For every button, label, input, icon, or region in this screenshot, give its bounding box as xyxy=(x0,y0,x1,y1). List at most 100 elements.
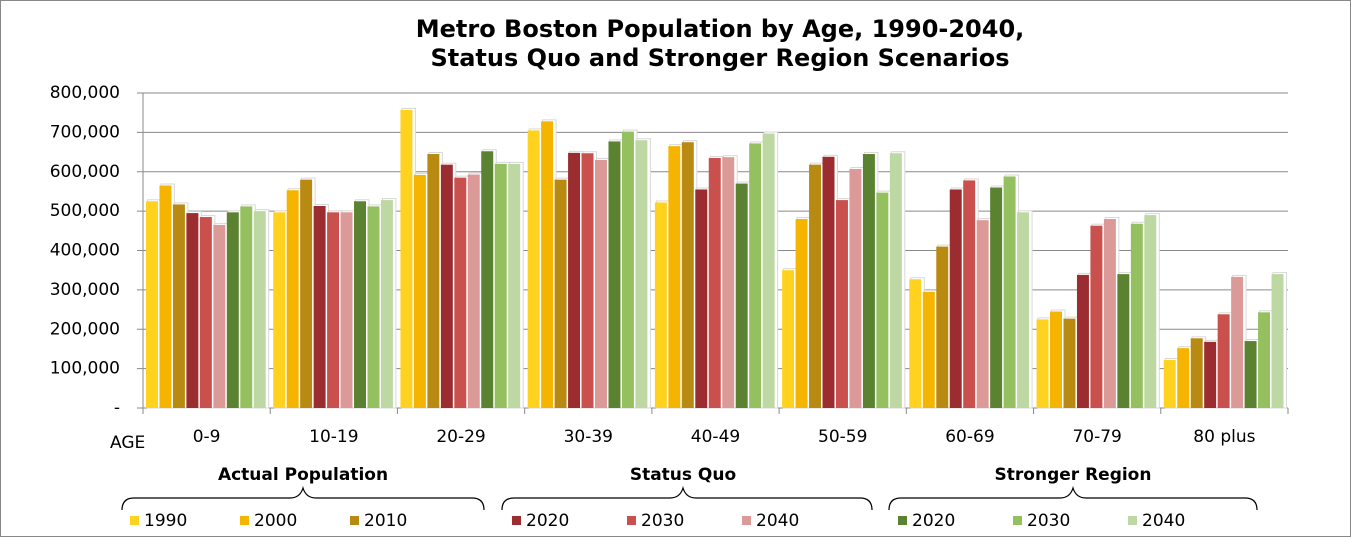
bar xyxy=(1163,359,1176,408)
bar xyxy=(541,121,554,408)
y-tick-label: 400,000 xyxy=(50,241,120,261)
bar xyxy=(722,157,735,408)
bar xyxy=(186,213,199,408)
bar xyxy=(1190,338,1203,408)
bar xyxy=(440,164,453,408)
legend-swatch xyxy=(240,516,249,525)
bar xyxy=(226,212,239,408)
legend-label: 1990 xyxy=(144,511,187,531)
legend-swatch xyxy=(742,516,751,525)
bar xyxy=(159,185,172,408)
chart-title: Status Quo and Stronger Region Scenarios xyxy=(430,44,1009,72)
bar xyxy=(1063,318,1076,408)
y-tick-label: 700,000 xyxy=(50,122,120,142)
bar xyxy=(354,201,367,408)
legend-braces xyxy=(121,485,1258,511)
bar xyxy=(1017,212,1030,408)
bar xyxy=(1204,341,1217,408)
legend-label: 2000 xyxy=(254,511,297,531)
bar xyxy=(400,109,413,409)
bar xyxy=(782,270,795,408)
bar xyxy=(822,156,835,408)
bar xyxy=(454,177,467,408)
bar xyxy=(146,201,158,408)
legend-swatch xyxy=(1013,516,1022,525)
bar xyxy=(849,168,862,408)
legend-label: 2040 xyxy=(1142,511,1185,531)
y-tick-label: 600,000 xyxy=(50,162,120,182)
x-tick-label: 10-19 xyxy=(309,427,358,447)
bar xyxy=(595,159,607,408)
bar xyxy=(427,154,440,408)
bar xyxy=(286,190,299,408)
bar xyxy=(949,189,962,408)
bar xyxy=(909,279,922,408)
bar xyxy=(313,206,326,408)
x-tick-label: 80 plus xyxy=(1193,427,1255,447)
bar xyxy=(1217,314,1230,408)
legend-label: 2010 xyxy=(364,511,407,531)
bar xyxy=(481,151,494,408)
bar xyxy=(327,212,340,408)
bar xyxy=(1231,276,1244,408)
legend-swatch xyxy=(130,516,139,525)
bar xyxy=(340,212,353,408)
bar xyxy=(1076,274,1089,408)
x-tick-label: 0-9 xyxy=(193,427,221,447)
bar xyxy=(581,153,594,408)
bar xyxy=(1103,219,1116,408)
bar xyxy=(762,133,775,408)
x-axis-label: AGE xyxy=(110,433,145,453)
legend-swatch xyxy=(512,516,521,525)
bar xyxy=(494,163,507,408)
bar xyxy=(621,131,634,408)
bar xyxy=(708,157,721,408)
legend-group-title: Status Quo xyxy=(630,465,736,485)
bar xyxy=(922,291,935,408)
legend-label: 2040 xyxy=(756,511,799,531)
bar xyxy=(367,206,380,408)
bar xyxy=(889,153,902,408)
bar xyxy=(990,187,1003,408)
y-tick-label: 800,000 xyxy=(50,83,120,103)
bar xyxy=(253,211,266,408)
y-tick-label: 300,000 xyxy=(50,280,120,300)
bar xyxy=(467,174,480,408)
bar xyxy=(1144,215,1157,408)
bar xyxy=(1117,274,1130,408)
bar xyxy=(809,164,822,408)
bar xyxy=(1003,176,1016,408)
bar xyxy=(608,141,621,408)
bar xyxy=(735,183,748,408)
bar xyxy=(1271,274,1284,408)
legend-label: 2030 xyxy=(1027,511,1070,531)
x-tick-label: 60-69 xyxy=(945,427,994,447)
bar xyxy=(795,219,808,408)
bar xyxy=(1090,225,1103,408)
x-tick-label: 30-39 xyxy=(564,427,613,447)
bar xyxy=(508,163,521,408)
bar xyxy=(172,204,185,408)
y-tick-label: 200,000 xyxy=(50,319,120,339)
bar xyxy=(300,179,313,408)
bar xyxy=(554,179,567,408)
bar xyxy=(1050,311,1062,408)
legend-swatch xyxy=(1128,516,1137,525)
bar xyxy=(213,224,226,408)
bar xyxy=(936,246,949,408)
legend-group-title: Stronger Region xyxy=(995,465,1152,485)
legend-swatch xyxy=(350,516,359,525)
bar xyxy=(1244,341,1257,408)
bar xyxy=(976,220,989,408)
bar xyxy=(862,154,875,408)
y-tick-label: - xyxy=(114,398,120,418)
legend-swatch xyxy=(627,516,636,525)
bar xyxy=(413,174,426,408)
bar xyxy=(380,200,393,408)
bar xyxy=(1258,312,1271,408)
legend-group-title: Actual Population xyxy=(218,465,388,485)
legend-swatch xyxy=(898,516,907,525)
x-tick-label: 40-49 xyxy=(691,427,740,447)
bar xyxy=(668,146,681,408)
x-tick-label: 20-29 xyxy=(436,427,485,447)
